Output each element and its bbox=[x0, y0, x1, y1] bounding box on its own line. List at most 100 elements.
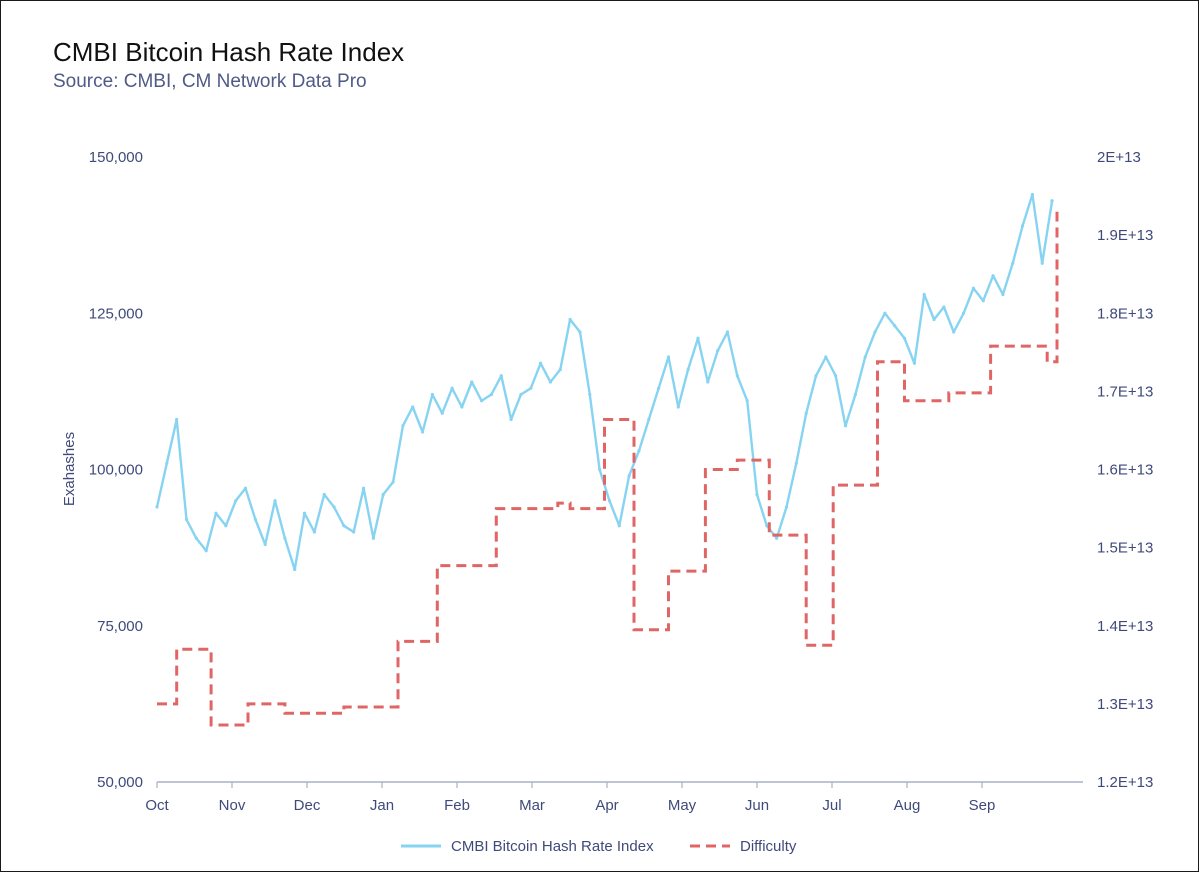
hashrate-point bbox=[666, 355, 671, 359]
hashrate-point bbox=[863, 355, 867, 359]
hashrate-point bbox=[548, 380, 553, 384]
hashrate-point bbox=[519, 392, 523, 397]
hashrate-point bbox=[814, 374, 818, 378]
y2-tick-label: 1.3E+13 bbox=[1097, 696, 1153, 713]
hashrate-point bbox=[234, 499, 238, 503]
hashrate-point bbox=[381, 492, 385, 497]
hashrate-point bbox=[952, 330, 956, 334]
hashrate-point bbox=[971, 286, 975, 290]
hashrate-point bbox=[942, 305, 946, 309]
hashrate-point bbox=[725, 330, 730, 334]
hashrate-point bbox=[912, 361, 916, 365]
hashrate-point bbox=[184, 517, 189, 522]
hashrate-point bbox=[902, 336, 907, 340]
hashrate-point bbox=[470, 380, 474, 384]
hashrate-point bbox=[853, 392, 857, 397]
hashrate-point bbox=[430, 392, 435, 397]
hashrate-point bbox=[932, 317, 936, 322]
hashrate-point bbox=[657, 386, 661, 390]
hashrate-point bbox=[706, 380, 710, 384]
hashrate-point bbox=[342, 524, 346, 528]
x-tick-label: Aug bbox=[894, 797, 921, 814]
y2-tick-label: 1.7E+13 bbox=[1097, 383, 1153, 400]
hashrate-point bbox=[647, 417, 651, 422]
hashrate-point bbox=[293, 567, 297, 572]
hashrate-point bbox=[676, 405, 680, 409]
hashrate-point bbox=[175, 417, 179, 422]
x-tick-label: Dec bbox=[294, 797, 321, 814]
legend-label-difficulty: Difficulty bbox=[740, 838, 797, 855]
hashrate-point bbox=[843, 424, 848, 428]
chart-title: CMBI Bitcoin Hash Rate Index bbox=[53, 37, 405, 67]
hashrate-point bbox=[155, 505, 159, 509]
hashrate-point bbox=[716, 349, 720, 353]
hashrate-point bbox=[440, 411, 444, 415]
chart-subtitle: Source: CMBI, CM Network Data Pro bbox=[53, 71, 367, 92]
hashrate-point bbox=[637, 449, 641, 453]
hashrate-point bbox=[775, 536, 779, 540]
hashrate-point bbox=[686, 367, 690, 372]
hashrate-point bbox=[991, 274, 995, 278]
hashrate-point bbox=[578, 330, 582, 334]
hashrate-point bbox=[883, 311, 887, 315]
hashrate-point bbox=[961, 311, 966, 315]
y2-tick-label: 1.4E+13 bbox=[1097, 618, 1153, 635]
hashrate-point bbox=[489, 392, 494, 397]
y2-tick-label: 2E+13 bbox=[1097, 149, 1141, 166]
hashrate-point bbox=[598, 467, 602, 472]
hashrate-point bbox=[322, 492, 326, 497]
hashrate-point bbox=[312, 530, 316, 534]
hashrate-point bbox=[361, 486, 366, 490]
hashrate-point bbox=[922, 292, 926, 297]
y-tick-label: 125,000 bbox=[89, 305, 143, 322]
x-axis: Oct Nov Dec Jan Feb Mar Apr May Jun Jul Aug Sep bbox=[145, 782, 995, 814]
y-tick-label: 100,000 bbox=[89, 462, 143, 479]
x-tick-label: May bbox=[668, 797, 697, 814]
hashrate-point bbox=[460, 405, 464, 409]
left-y-axis: 150,000 125,000 100,000 75,000 50,000 bbox=[89, 149, 143, 791]
hashrate-point bbox=[352, 530, 356, 534]
legend-label-hashrate: CMBI Bitcoin Hash Rate Index bbox=[451, 838, 654, 855]
hashrate-point bbox=[893, 324, 897, 328]
hashrate-point bbox=[411, 405, 415, 409]
hashrate-point bbox=[588, 392, 592, 397]
x-tick-label: Feb bbox=[444, 797, 470, 814]
x-tick-label: Mar bbox=[519, 797, 545, 814]
hashrate-point bbox=[332, 505, 336, 509]
hashrate-point bbox=[981, 299, 985, 303]
hashrate-point bbox=[391, 480, 395, 484]
hashrate-point bbox=[873, 330, 877, 334]
hashrate-point bbox=[834, 374, 838, 378]
hashrate-point bbox=[529, 386, 533, 390]
hashrate-point bbox=[499, 374, 503, 378]
hashrate-point bbox=[509, 417, 513, 422]
hashrate-point bbox=[371, 536, 375, 540]
y-tick-label: 50,000 bbox=[97, 774, 143, 791]
hashrate-point bbox=[617, 524, 621, 528]
hashrate-point bbox=[735, 374, 739, 378]
hashrate-point bbox=[1001, 292, 1005, 297]
hashrate-point bbox=[1040, 261, 1044, 265]
x-tick-label: Jun bbox=[745, 797, 769, 814]
hashrate-point bbox=[420, 430, 425, 434]
hashrate-point bbox=[401, 424, 405, 428]
hashrate-point bbox=[607, 499, 612, 503]
series-hashrate-line bbox=[155, 193, 1054, 571]
y-axis-title: Exahashes bbox=[61, 432, 78, 506]
hashrate-point bbox=[224, 524, 228, 528]
hashrate-point bbox=[784, 505, 789, 509]
hashrate-point bbox=[568, 317, 572, 322]
hashrate-point bbox=[1050, 199, 1054, 203]
plot-area bbox=[155, 192, 1059, 727]
hashrate-point bbox=[696, 336, 700, 340]
hashrate-point bbox=[273, 499, 277, 503]
hashrate-point bbox=[204, 549, 208, 553]
hashrate-point bbox=[755, 492, 759, 497]
hashrate-point bbox=[263, 542, 267, 547]
x-tick-label: Sep bbox=[969, 797, 996, 814]
hashrate-point bbox=[765, 524, 769, 528]
y-tick-label: 150,000 bbox=[89, 149, 143, 166]
right-y-axis: 2E+13 1.9E+13 1.8E+13 1.7E+13 1.6E+13 1.5E+13… bbox=[1097, 149, 1153, 791]
